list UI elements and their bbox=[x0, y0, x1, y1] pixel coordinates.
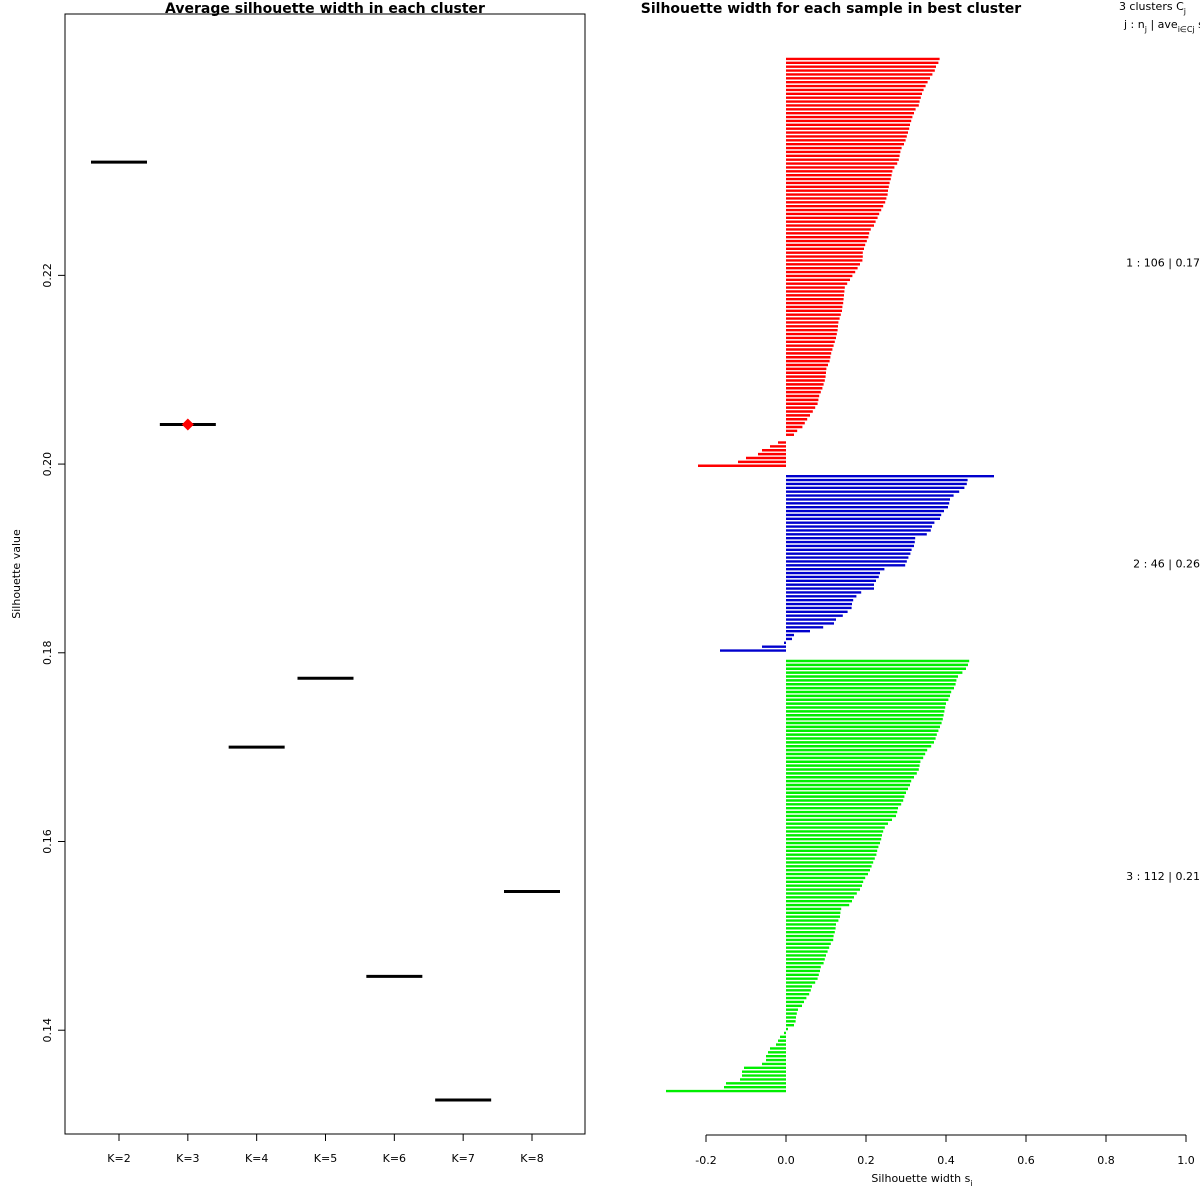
left-y-tick-label: 0.18 bbox=[41, 641, 54, 666]
cluster-legend-entry: 1 : 106 | 0.17 bbox=[1126, 256, 1200, 269]
right-x-axis: -0.2 0.0 0.2 0.4 0.6 0.8 1.0 bbox=[695, 1134, 1195, 1167]
legend-line1-main: 3 clusters C bbox=[1119, 0, 1184, 13]
legend-line2-c: s bbox=[1195, 18, 1200, 31]
right-x-tick-label: 0.4 bbox=[937, 1154, 955, 1167]
left-x-tick-label: K=8 bbox=[520, 1152, 543, 1165]
legend-line2-b: | ave bbox=[1147, 18, 1178, 31]
left-x-tick-label: K=7 bbox=[451, 1152, 474, 1165]
left-silhouette-marks bbox=[91, 160, 560, 1102]
left-y-axis: 0.14 0.16 0.18 0.20 0.22 bbox=[41, 263, 65, 1042]
cluster-legend-header: 3 clusters Cj j : nj | avei∈Cj si bbox=[1119, 0, 1200, 34]
legend-line2-a: j : n bbox=[1123, 18, 1145, 31]
left-panel: Average silhouette width in each cluster… bbox=[10, 1, 586, 1165]
right-x-tick-label: 0.8 bbox=[1097, 1154, 1115, 1167]
left-x-tick-label: K=2 bbox=[107, 1152, 130, 1165]
cluster-legend-entry: 3 : 112 | 0.21 bbox=[1126, 870, 1200, 883]
left-y-axis-label: Silhouette value bbox=[10, 529, 23, 619]
legend-header-line1: 3 clusters Cj bbox=[1119, 0, 1186, 16]
left-y-tick-label: 0.20 bbox=[41, 452, 54, 477]
left-x-tick-label: K=3 bbox=[176, 1152, 199, 1165]
legend-line1-sub: j bbox=[1183, 7, 1186, 16]
best-k-marker bbox=[181, 418, 194, 431]
right-x-tick-label: 0.0 bbox=[777, 1154, 795, 1167]
cluster-legend-entries: 1 : 106 | 0.17 2 : 46 | 0.26 3 : 112 | 0.2… bbox=[1126, 256, 1200, 883]
right-x-tick-label: 1.0 bbox=[1177, 1154, 1195, 1167]
left-y-tick-label: 0.14 bbox=[41, 1018, 54, 1043]
right-x-axis-label-sub: i bbox=[970, 1179, 972, 1188]
legend-line2-sub1: j bbox=[1144, 25, 1147, 34]
left-x-tick-label: K=5 bbox=[314, 1152, 337, 1165]
legend-line2-sub2: i∈Cj bbox=[1178, 25, 1195, 34]
right-silhouette-bars bbox=[666, 57, 994, 1093]
right-x-axis-label-main: Silhouette width s bbox=[871, 1172, 970, 1185]
right-x-tick-label: 0.6 bbox=[1017, 1154, 1035, 1167]
left-x-axis: K=2 K=3 K=4 K=5 K=6 K=7 K=8 bbox=[107, 1134, 544, 1165]
right-chart-title: Silhouette width for each sample in best… bbox=[641, 1, 1022, 17]
left-x-tick-label: K=6 bbox=[383, 1152, 406, 1165]
left-chart-title: Average silhouette width in each cluster bbox=[165, 1, 485, 17]
right-panel: Silhouette width for each sample in best… bbox=[641, 0, 1200, 1188]
left-y-tick-label: 0.16 bbox=[41, 829, 54, 854]
cluster-legend-entry: 2 : 46 | 0.26 bbox=[1133, 557, 1200, 570]
left-x-tick-label: K=4 bbox=[245, 1152, 268, 1165]
left-plot-frame bbox=[64, 13, 586, 1135]
right-x-tick-label: 0.2 bbox=[857, 1154, 875, 1167]
right-x-tick-label: -0.2 bbox=[695, 1154, 716, 1167]
left-y-tick-label: 0.22 bbox=[41, 263, 54, 288]
legend-header-line2: j : nj | avei∈Cj si bbox=[1123, 18, 1200, 34]
right-x-axis-label: Silhouette width si bbox=[871, 1172, 972, 1188]
